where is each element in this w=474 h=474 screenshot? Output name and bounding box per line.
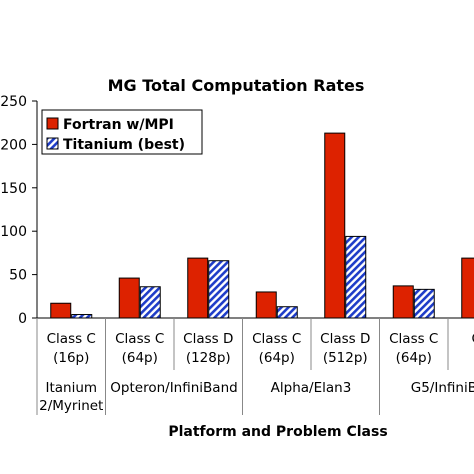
category-label-line1: Class C — [252, 331, 301, 347]
bar-fortran-mpi — [392, 285, 414, 319]
bar-fortran-mpi — [118, 277, 140, 319]
bar-fortran-mpi — [324, 132, 346, 319]
chart-title: MG Total Computation Rates — [108, 76, 365, 95]
category-label-line1: Class C — [47, 331, 96, 347]
platform-label: Alpha/Elan3 — [271, 380, 352, 396]
platform-label: Itanium — [45, 380, 97, 396]
bar-fortran-mpi — [461, 257, 474, 319]
y-tick-label: 0 — [18, 311, 27, 327]
y-tick-label: 250 — [0, 94, 27, 110]
bar-titanium-best — [276, 306, 298, 319]
y-tick-label: 100 — [0, 224, 27, 240]
category-label-line2: (64p) — [396, 350, 432, 366]
y-tick-label: 200 — [0, 137, 27, 153]
y-tick-label: 150 — [0, 181, 27, 197]
category-label-line2: (128p) — [186, 350, 231, 366]
category-label-line2: (512p) — [323, 350, 368, 366]
category-label-line1: Cla — [472, 331, 474, 347]
plot-area: 0 50 100 150 200 250 Class C (16p) Class C (64p) C… — [0, 94, 474, 415]
bar-titanium-best — [345, 235, 367, 319]
legend-swatch-titanium-best — [46, 137, 59, 150]
category-label-line2: (16p) — [53, 350, 89, 366]
legend-label-titanium-best: Titanium (best) — [63, 137, 185, 153]
bar-fortran-mpi — [255, 291, 277, 319]
platform-label: Opteron/InfiniBand — [110, 380, 237, 396]
legend-swatch-fortran-mpi — [46, 117, 59, 130]
bar-titanium-best — [139, 286, 161, 319]
bar-fortran-mpi — [50, 302, 72, 319]
category-label-line1: Class C — [389, 331, 438, 347]
category-label-line1: Class D — [183, 331, 233, 347]
bar-fortran-mpi — [187, 257, 209, 319]
bar-titanium-best — [413, 288, 435, 319]
y-tick-label: 50 — [9, 268, 27, 284]
bar-titanium-best — [208, 260, 230, 319]
legend-box — [41, 109, 203, 155]
platform-label: 2/Myrinet — [39, 398, 103, 414]
category-label-line2: (64p) — [259, 350, 295, 366]
x-axis-title: Platform and Problem Class — [168, 424, 387, 440]
platform-label: G5/InfiniBa — [411, 380, 474, 396]
category-label-line2: (64p) — [122, 350, 158, 366]
category-label-line1: Class C — [115, 331, 164, 347]
category-label-line1: Class D — [320, 331, 370, 347]
legend: Fortran w/MPI Titanium (best) — [41, 109, 203, 155]
legend-label-fortran-mpi: Fortran w/MPI — [63, 117, 174, 133]
bar-titanium-best — [71, 314, 93, 319]
